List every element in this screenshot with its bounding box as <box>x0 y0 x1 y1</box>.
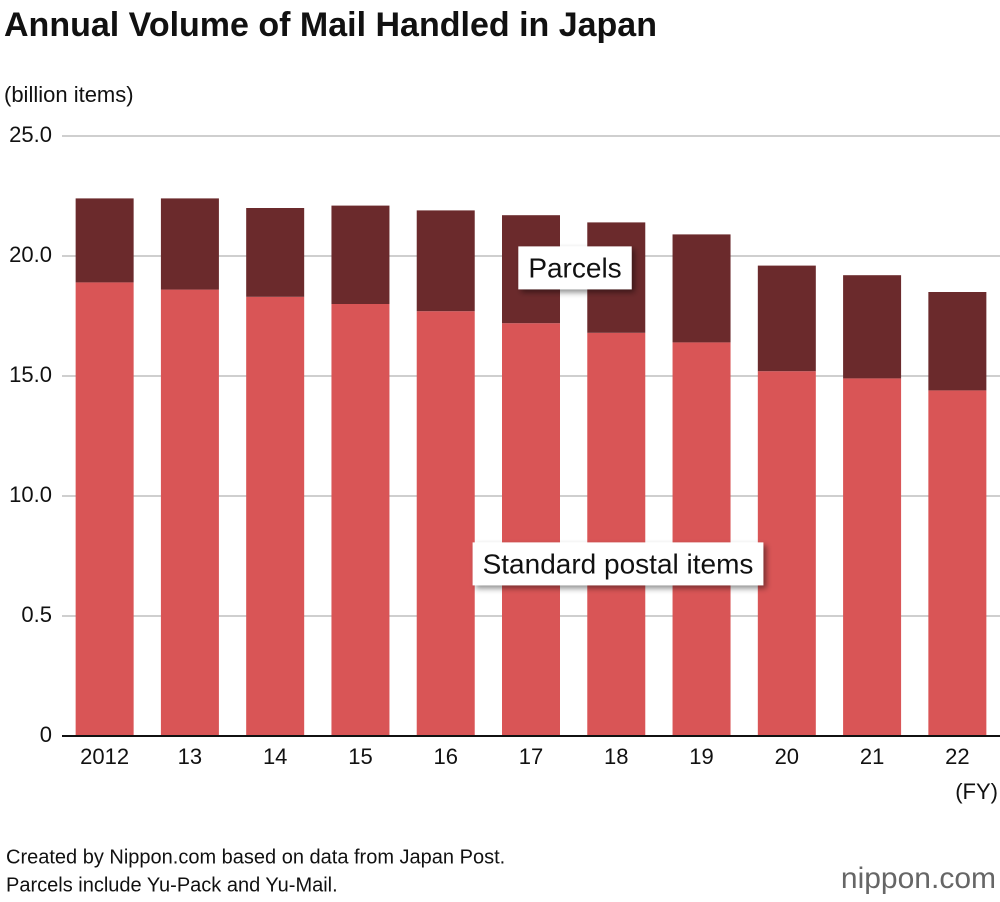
bar-segment <box>843 378 902 736</box>
legend-box <box>472 542 764 586</box>
bar-segment <box>416 210 475 312</box>
note: Parcels include Yu-Pack and Yu-Mail. <box>6 874 338 896</box>
bar-segment <box>757 265 816 372</box>
bar-segment <box>672 234 731 343</box>
y-tick-label: 20.0 <box>9 242 52 267</box>
bar-segment <box>160 198 219 290</box>
x-tick-label: 15 <box>348 744 372 769</box>
note: Created by Nippon.com based on data from… <box>6 846 505 868</box>
x-tick-label: 13 <box>178 744 202 769</box>
x-tick-label: 17 <box>519 744 543 769</box>
y-tick-label: 10.0 <box>9 482 52 507</box>
bar-segment <box>331 304 390 736</box>
y-tick-label: 0.5 <box>21 602 52 627</box>
series-labels: Standard postal items Parcels <box>472 246 764 586</box>
legend-box <box>518 246 632 290</box>
bar-segment <box>246 296 305 736</box>
bar-segment <box>75 282 134 736</box>
bar-segment <box>331 205 390 304</box>
bar-segment <box>757 371 816 736</box>
x-axis-label: (FY) <box>955 779 998 804</box>
y-axis-label: (billion items) <box>4 82 134 107</box>
bar-segment <box>928 292 987 391</box>
chart-title: Annual Volume of Mail Handled in Japan <box>4 6 657 44</box>
bar-segment <box>246 208 305 297</box>
legend-label: Parcels <box>528 252 621 283</box>
y-tick-label: 15.0 <box>9 362 52 387</box>
bar-segment <box>672 342 731 736</box>
bar-segment <box>928 390 987 736</box>
x-tick-label: 19 <box>689 744 713 769</box>
bar-segment <box>587 332 646 736</box>
x-tick-label: 21 <box>860 744 884 769</box>
legend-entry: Standard postal items <box>472 542 764 586</box>
x-tick-label: 20 <box>775 744 799 769</box>
plot-area: 0 0.5 10.0 15.0 20.0 25.0 2012 13 14 15 16 17 18 19 20… <box>9 122 1000 769</box>
bar-segment <box>416 311 475 736</box>
legend-label: Standard postal items <box>483 548 754 579</box>
x-tick-label: 14 <box>263 744 287 769</box>
x-tick-label: 2012 <box>80 744 129 769</box>
legend-entry: Parcels <box>518 246 632 290</box>
y-tick-label: 0 <box>40 722 52 747</box>
bar-segment <box>843 275 902 379</box>
bar-segment <box>75 198 134 283</box>
x-tick-label: 18 <box>604 744 628 769</box>
brand-logo: nippon.com <box>841 862 996 895</box>
y-tick-label: 25.0 <box>9 122 52 147</box>
bar-segment <box>160 289 219 736</box>
x-tick-label: 16 <box>433 744 457 769</box>
bar-segment <box>502 323 560 736</box>
x-tick-label: 22 <box>945 744 969 769</box>
